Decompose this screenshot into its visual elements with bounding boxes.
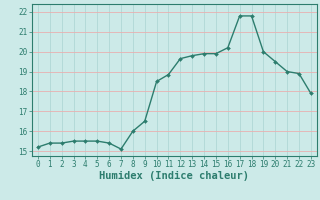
X-axis label: Humidex (Indice chaleur): Humidex (Indice chaleur) — [100, 171, 249, 181]
